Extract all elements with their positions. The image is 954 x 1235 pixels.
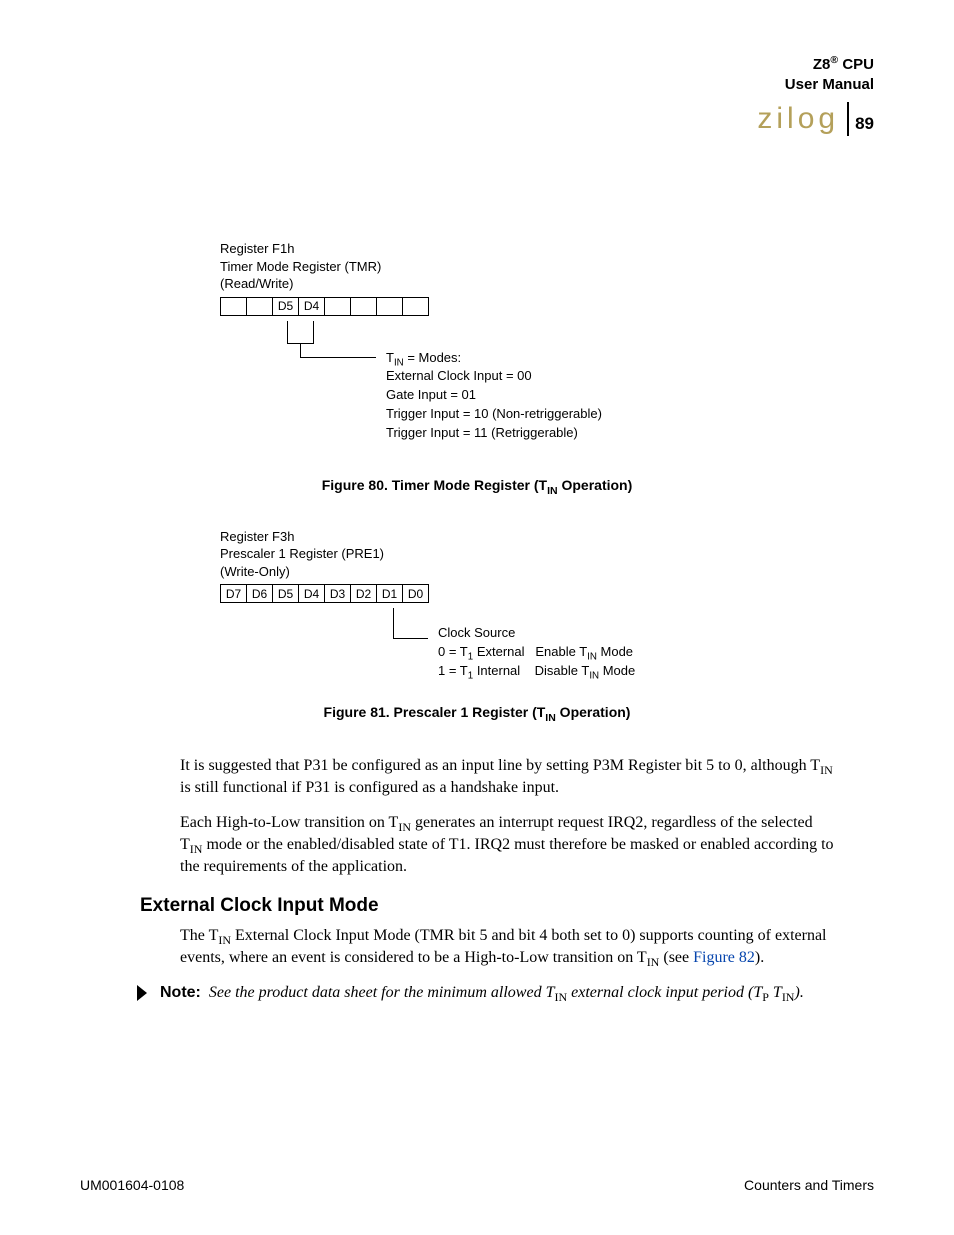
bit-cell: D2 xyxy=(351,585,377,603)
note-block: Note: See the product data sheet for the… xyxy=(134,982,834,1007)
bit-cell: D5 xyxy=(273,585,299,603)
fig81-caption: Figure 81. Prescaler 1 Register (TIN Ope… xyxy=(80,704,874,720)
paragraph-1: It is suggested that P31 be configured a… xyxy=(180,755,834,798)
connector xyxy=(287,321,288,343)
bit-cell: D6 xyxy=(247,585,273,603)
callout-t: T xyxy=(386,350,394,365)
bit-cell: D0 xyxy=(403,585,429,603)
content-area: Register F1h Timer Mode Register (TMR) (… xyxy=(80,240,874,1007)
callout-row: 1 = T1 Internal Disable TIN Mode xyxy=(438,663,635,678)
fig81-bit-table: D7 D6 D5 D4 D3 D2 D1 D0 xyxy=(220,584,429,603)
fig80-line2: Timer Mode Register (TMR) xyxy=(220,259,381,274)
fig80-reg-label: Register F1h Timer Mode Register (TMR) (… xyxy=(220,240,874,293)
connector xyxy=(393,608,394,638)
connector xyxy=(313,321,314,343)
bit-cell xyxy=(247,297,273,315)
fig81-line3: (Write-Only) xyxy=(220,564,290,579)
callout-line: Trigger Input = 10 (Non-retriggerable) xyxy=(386,406,602,421)
bit-cell: D5 xyxy=(273,297,299,315)
zilog-logo: zilog xyxy=(757,102,839,135)
note-text: Note: See the product data sheet for the… xyxy=(160,982,804,1004)
connector xyxy=(393,638,428,639)
figure-81: Register F3h Prescaler 1 Register (PRE1)… xyxy=(220,528,874,685)
connector xyxy=(300,357,376,358)
bit-cell: D7 xyxy=(221,585,247,603)
bit-cell: D4 xyxy=(299,297,325,315)
footer-doc-id: UM001604-0108 xyxy=(80,1177,184,1193)
fig80-line1: Register F1h xyxy=(220,241,294,256)
bit-cell: D1 xyxy=(377,585,403,603)
product-name: Z8 xyxy=(813,56,831,73)
bit-cell: D4 xyxy=(299,585,325,603)
paragraph-3: The TIN External Clock Input Mode (TMR b… xyxy=(180,925,834,968)
logo-box: zilog xyxy=(757,102,849,136)
fig80-caption: Figure 80. Timer Mode Register (TIN Oper… xyxy=(80,477,874,493)
callout-line: External Clock Input = 00 xyxy=(386,368,532,383)
page-footer: UM001604-0108 Counters and Timers xyxy=(80,1177,874,1193)
caption-sub: IN xyxy=(547,484,558,496)
bit-cell xyxy=(377,297,403,315)
fig81-reg-label: Register F3h Prescaler 1 Register (PRE1)… xyxy=(220,528,874,581)
note-label: Note: xyxy=(160,984,201,1001)
figure-82-link[interactable]: Figure 82 xyxy=(693,949,755,966)
caption-sub: IN xyxy=(545,712,556,724)
doc-title: Z8® CPU User Manual xyxy=(757,55,874,94)
bit-cell xyxy=(325,297,351,315)
callout-line: Trigger Input = 11 (Retriggerable) xyxy=(386,425,578,440)
fig81-line1: Register F3h xyxy=(220,529,294,544)
reg-mark: ® xyxy=(830,54,838,66)
page-number: 89 xyxy=(855,114,874,136)
footer-chapter: Counters and Timers xyxy=(744,1177,874,1193)
figure-80: Register F1h Timer Mode Register (TMR) (… xyxy=(220,240,874,457)
caption-pre: Figure 80. Timer Mode Register (T xyxy=(322,477,547,493)
fig81-diagram: D7 D6 D5 D4 D3 D2 D1 D0 Clock Source xyxy=(220,584,874,684)
callout-rest: = Modes: xyxy=(404,350,461,365)
fig80-line3: (Read/Write) xyxy=(220,276,293,291)
logo-row: zilog 89 xyxy=(757,102,874,136)
fig80-diagram: D5 D4 TIN = Modes: External Cloc xyxy=(220,297,874,457)
fig80-bit-table: D5 D4 xyxy=(220,297,429,316)
fig80-callout: TIN = Modes: External Clock Input = 00 G… xyxy=(386,349,602,443)
bit-cell xyxy=(221,297,247,315)
callout-sub: IN xyxy=(394,357,404,368)
page: Z8® CPU User Manual zilog 89 Register F1… xyxy=(0,0,954,1235)
caption-post: Operation) xyxy=(556,704,631,720)
callout-title: Clock Source xyxy=(438,625,515,640)
doc-subtitle: User Manual xyxy=(785,76,874,93)
callout-row: 0 = T1 External Enable TIN Mode xyxy=(438,644,633,659)
caption-post: Operation) xyxy=(558,477,633,493)
caption-pre: Figure 81. Prescaler 1 Register (T xyxy=(324,704,546,720)
product-suffix: CPU xyxy=(838,56,874,73)
section-heading: External Clock Input Mode xyxy=(140,895,874,917)
callout-line: Gate Input = 01 xyxy=(386,387,476,402)
connector xyxy=(300,343,301,357)
bit-cell xyxy=(403,297,429,315)
page-header: Z8® CPU User Manual zilog 89 xyxy=(757,55,874,136)
fig81-line2: Prescaler 1 Register (PRE1) xyxy=(220,546,384,561)
note-arrow-icon xyxy=(134,984,150,1007)
bit-cell xyxy=(351,297,377,315)
fig81-callout: Clock Source 0 = T1 External Enable TIN … xyxy=(438,624,635,681)
paragraph-2: Each High-to-Low transition on TIN gener… xyxy=(180,812,834,877)
bit-cell: D3 xyxy=(325,585,351,603)
